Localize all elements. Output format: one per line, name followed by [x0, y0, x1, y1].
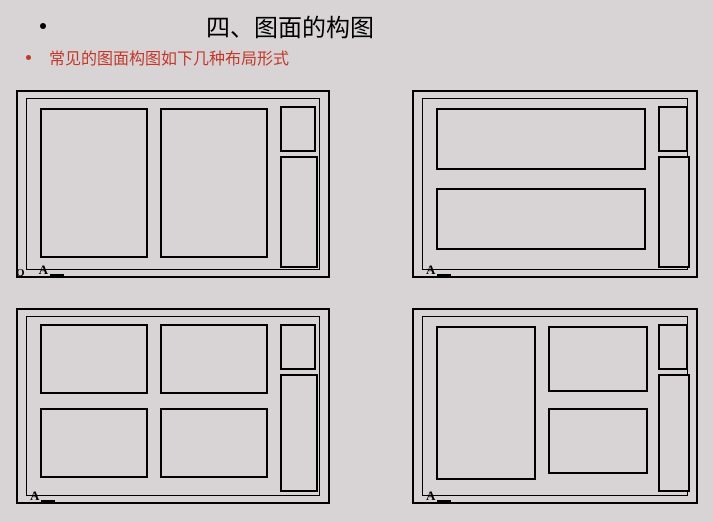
- panel: [548, 326, 648, 392]
- corner-marker: A: [422, 488, 451, 504]
- panel: [280, 156, 318, 268]
- panel: [160, 324, 268, 394]
- panel: [160, 408, 268, 478]
- page-title: 四、图面的构图: [206, 8, 374, 43]
- panel: [436, 108, 646, 170]
- marker-dash-icon: [50, 274, 64, 276]
- title-row: 四、图面的构图: [0, 0, 713, 45]
- panel: [280, 324, 316, 370]
- marker-dash-icon: [437, 500, 451, 502]
- marker-dash-icon: [41, 500, 55, 502]
- panel: [40, 108, 148, 258]
- panel: [160, 108, 268, 258]
- marker-prefix: Q: [16, 267, 25, 279]
- panel: [436, 188, 646, 250]
- marker-label: A: [39, 262, 48, 278]
- panel: [280, 106, 316, 152]
- layout-2: A: [412, 90, 698, 278]
- marker-label: A: [426, 262, 435, 278]
- marker-dash-icon: [437, 274, 451, 276]
- panel: [548, 408, 648, 474]
- layout-3: A: [16, 308, 330, 504]
- bullet-icon: [26, 55, 31, 60]
- corner-marker: QA: [26, 262, 64, 278]
- marker-label: A: [30, 488, 39, 504]
- panel: [436, 326, 536, 480]
- page-subtitle: 常见的图面构图如下几种布局形式: [49, 45, 289, 69]
- corner-marker: A: [422, 262, 451, 278]
- bullet-icon: [40, 23, 46, 29]
- panel: [280, 374, 318, 492]
- panel: [658, 106, 688, 152]
- panel: [40, 408, 148, 478]
- layouts-grid: QAAAA: [12, 90, 707, 522]
- layout-1: QA: [16, 90, 330, 278]
- marker-label: A: [426, 488, 435, 504]
- subtitle-row: 常见的图面构图如下几种布局形式: [0, 45, 713, 79]
- layout-4: A: [412, 308, 698, 504]
- panel: [658, 374, 690, 492]
- panel: [40, 324, 148, 394]
- panel: [658, 324, 688, 370]
- corner-marker: A: [26, 488, 55, 504]
- panel: [658, 156, 690, 268]
